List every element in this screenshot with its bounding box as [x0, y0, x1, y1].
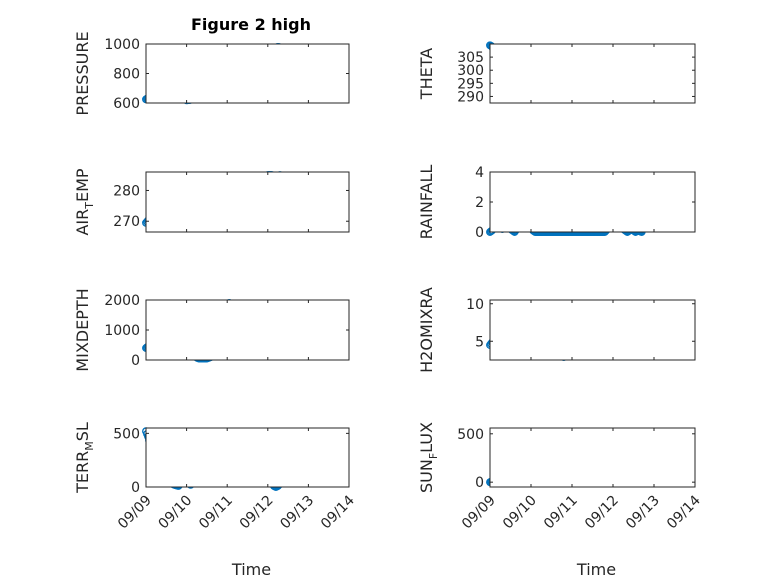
y-tick-label: 500 [113, 426, 140, 442]
axes-box [145, 427, 350, 488]
y-tick-label: 280 [113, 183, 140, 199]
y-tick-label: 300 [457, 63, 484, 79]
y-tick-label: 290 [457, 89, 484, 105]
axes-box [145, 43, 350, 104]
axes-box [145, 171, 350, 233]
subplot-pressure: 600 800 1000 PRESSURE [73, 31, 350, 116]
y-tick-label: 600 [113, 96, 140, 112]
y-tick-label: 500 [457, 427, 484, 443]
y-axis-label: RAINFALL [417, 165, 436, 240]
subplot-rainfall: 0 2 4 RAINFALL [417, 165, 696, 241]
y-tick-label: 305 [457, 50, 484, 66]
axes-box [489, 171, 696, 233]
y-tick-label: 0 [131, 480, 140, 496]
subplot-sun_flux: 09/09 09/10 09/11 09/12 09/13 09/140500SUNFLU… [417, 422, 704, 579]
y-axis-label: AIRTEMP [73, 168, 96, 235]
axes-box [489, 43, 696, 104]
axes-box [489, 299, 696, 361]
axes-box [489, 427, 696, 488]
figure-title: Figure 2 high [191, 15, 311, 34]
y-tick-label: 800 [113, 67, 140, 83]
y-tick-label: 4 [475, 165, 484, 181]
subplot-air_temp: 270 280 AIRTEMP [73, 168, 350, 236]
y-tick-label: 295 [457, 76, 484, 92]
y-axis-label: MIXDEPTH [73, 288, 92, 371]
y-axis-label: SUNFLUX [417, 422, 440, 493]
y-axis-label: PRESSURE [73, 31, 92, 115]
y-tick-label: 5 [475, 334, 484, 350]
y-tick-label: 1000 [104, 37, 140, 53]
y-axis-label: TERRMSL [73, 422, 96, 494]
x-axis-label: Time [576, 560, 616, 579]
y-tick-label: 2000 [104, 293, 140, 309]
y-axis-label: THETA [417, 48, 436, 100]
y-tick-label: 0 [131, 353, 140, 369]
y-tick-label: 270 [113, 214, 140, 230]
subplot-mixdepth: 0 1000 2000 MIXDEPTH [73, 288, 350, 372]
y-tick-label: 10 [466, 297, 484, 313]
y-tick-label: 0 [475, 225, 484, 241]
axes-box [145, 299, 350, 361]
y-tick-label: 1000 [104, 323, 140, 339]
subplot-h2omixra: 5 10 H2OMIXRA [417, 287, 696, 373]
y-tick-label: 0 [475, 475, 484, 491]
x-axis-label: Time [231, 560, 271, 579]
y-tick-label: 2 [475, 195, 484, 211]
y-axis-label: H2OMIXRA [417, 287, 436, 373]
